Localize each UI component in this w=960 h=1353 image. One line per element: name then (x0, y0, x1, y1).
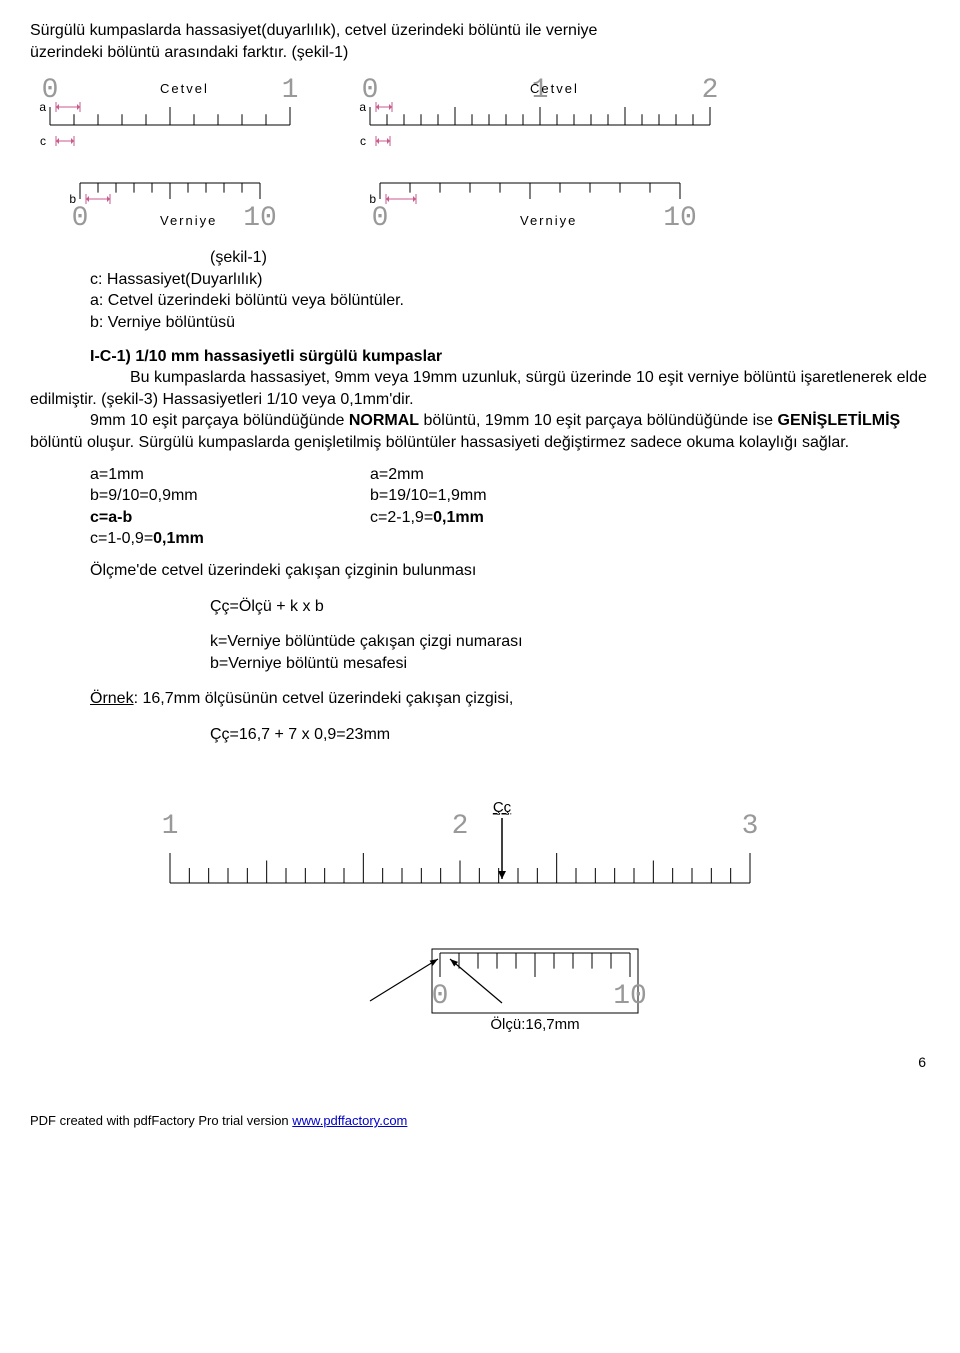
section-p1: Bu kumpaslarda hassasiyet, 9mm veya 19mm… (30, 367, 930, 410)
section-p2: 9mm 10 eşit parçaya bölündüğünde NORMAL … (30, 410, 930, 453)
svg-text:Verniye: Verniye (520, 213, 577, 228)
intro-paragraph: Sürgülü kumpaslarda hassasiyet(duyarlılı… (30, 20, 930, 63)
calc-left-2: b=9/10=0,9mm (90, 485, 370, 507)
svg-text:0: 0 (72, 203, 89, 234)
svg-text:Çç: Çç (493, 799, 512, 816)
footer-link[interactable]: www.pdffactory.com (292, 1113, 407, 1128)
calc-left-4: c=1-0,9=0,1mm (90, 528, 370, 550)
svg-text:b: b (369, 192, 376, 206)
svg-text:c: c (40, 134, 46, 148)
intro-line2: üzerindeki bölüntü arasındaki farktır. (… (30, 44, 348, 61)
section-block: I-C-1) 1/10 mm hassasiyetli sürgülü kump… (90, 346, 930, 411)
calc-columns: a=1mm b=9/10=0,9mm c=a-b c=1-0,9=0,1mm a… (90, 464, 930, 550)
ornek-result: Çç=16,7 + 7 x 0,9=23mm (210, 724, 930, 746)
svg-text:2: 2 (702, 75, 719, 106)
svg-text:10: 10 (663, 203, 697, 234)
calc-right: a=2mm b=19/10=1,9mm c=2-1,9=0,1mm (370, 464, 650, 550)
calc-left-1: a=1mm (90, 464, 370, 486)
footer-text: PDF created with pdfFactory Pro trial ve… (30, 1113, 292, 1128)
svg-text:10: 10 (243, 203, 277, 234)
ornek-line: Örnek: 16,7mm ölçüsünün cetvel üzerindek… (90, 688, 930, 710)
caption-a: a: Cetvel üzerindeki bölüntü veya bölünt… (90, 290, 930, 312)
calc-left-3: c=a-b (90, 507, 370, 529)
svg-text:1: 1 (162, 811, 179, 842)
olcme-formula: Çç=Ölçü + k x b (210, 596, 930, 618)
svg-text:Cetvel: Cetvel (160, 81, 209, 96)
figure-2: 1 2 3 0 10 Çç Ölçü:16,7mm (130, 763, 930, 1033)
figure-1-left: 01010CetvelVerniyeacb (30, 73, 330, 243)
sekil-label: (şekil-1) (210, 247, 930, 269)
svg-text:c: c (360, 134, 366, 148)
svg-text:Verniye: Verniye (160, 213, 217, 228)
ornek-label: Örnek (90, 690, 134, 707)
pdf-footer: PDF created with pdfFactory Pro trial ve… (30, 1112, 930, 1130)
svg-text:Ölçü:16,7mm: Ölçü:16,7mm (490, 1015, 579, 1033)
svg-text:Cetvel: Cetvel (530, 81, 579, 96)
svg-text:2: 2 (452, 811, 469, 842)
olcme-k: k=Verniye bölüntüde çakışan çizgi numara… (210, 631, 930, 653)
svg-text:a: a (359, 100, 366, 114)
svg-text:10: 10 (613, 981, 647, 1012)
ornek-text: : 16,7mm ölçüsünün cetvel üzerindeki çak… (134, 690, 514, 707)
calc-right-2: b=19/10=1,9mm (370, 485, 650, 507)
section-title: I-C-1) 1/10 mm hassasiyetli sürgülü kump… (90, 346, 930, 368)
caption-c: c: Hassasiyet(Duyarlılık) (90, 269, 930, 291)
svg-text:0: 0 (432, 981, 449, 1012)
calc-right-1: a=2mm (370, 464, 650, 486)
figure-1-right: 012010CetvelVerniyeacb (350, 73, 730, 243)
svg-text:a: a (39, 100, 46, 114)
caption-b: b: Verniye bölüntüsü (90, 312, 930, 334)
svg-text:0: 0 (372, 203, 389, 234)
figure-1-caption: (şekil-1) c: Hassasiyet(Duyarlılık) a: C… (90, 247, 930, 333)
olcme-b: b=Verniye bölüntü mesafesi (210, 653, 930, 675)
calc-left: a=1mm b=9/10=0,9mm c=a-b c=1-0,9=0,1mm (90, 464, 370, 550)
svg-text:3: 3 (742, 811, 759, 842)
svg-text:1: 1 (282, 75, 299, 106)
calc-right-3: c=2-1,9=0,1mm (370, 507, 650, 529)
page-number: 6 (30, 1053, 930, 1072)
svg-text:b: b (69, 192, 76, 206)
figure-1: 01010CetvelVerniyeacb 012010CetvelVerniy… (30, 73, 930, 243)
olcme-title: Ölçme'de cetvel üzerindeki çakışan çizgi… (90, 560, 930, 582)
intro-line1: Sürgülü kumpaslarda hassasiyet(duyarlılı… (30, 22, 597, 39)
